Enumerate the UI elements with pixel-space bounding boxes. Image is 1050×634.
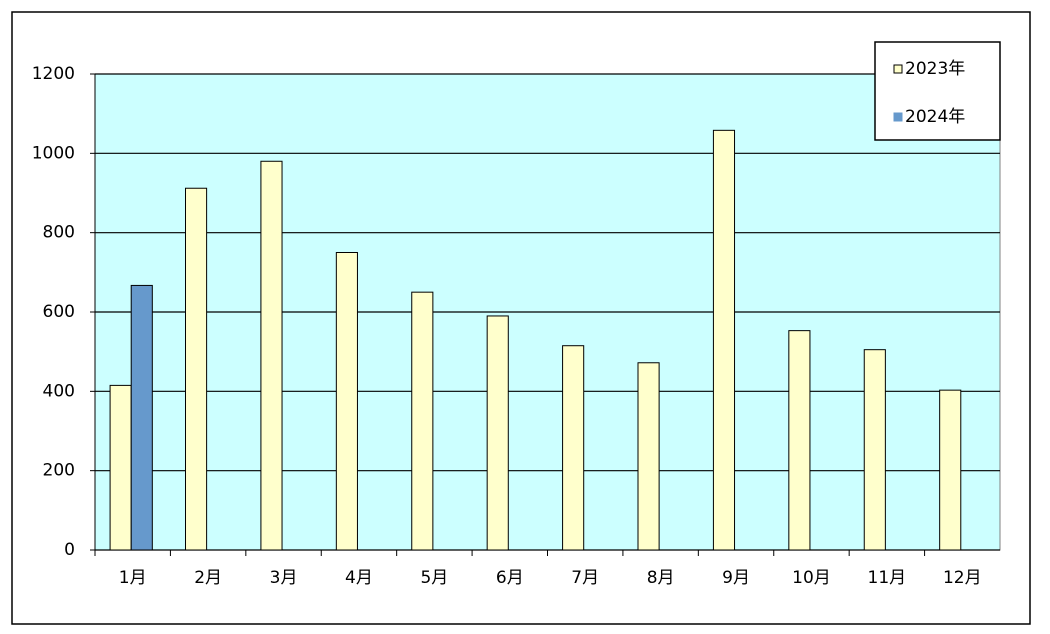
bar bbox=[335, 252, 358, 551]
legend-swatch bbox=[893, 112, 903, 122]
x-tick-label: 1月 bbox=[119, 568, 147, 588]
x-tick-label: 11月 bbox=[868, 568, 907, 588]
bar bbox=[637, 362, 660, 551]
x-tick-label: 12月 bbox=[943, 568, 982, 588]
x-tick-label: 3月 bbox=[270, 568, 298, 588]
legend-label: 2024年 bbox=[905, 107, 965, 127]
x-tick-label: 7月 bbox=[571, 568, 599, 588]
bar bbox=[788, 330, 811, 551]
bar bbox=[712, 129, 736, 551]
y-tick-label: 400 bbox=[43, 381, 75, 401]
bar bbox=[863, 349, 886, 551]
legend-label: 2023年 bbox=[905, 59, 965, 79]
x-tick-label: 9月 bbox=[722, 568, 750, 588]
x-tick-label: 2月 bbox=[194, 568, 222, 588]
y-tick-label: 600 bbox=[43, 302, 75, 322]
bar bbox=[260, 160, 283, 551]
y-tick-label: 200 bbox=[43, 461, 75, 481]
y-tick-label: 0 bbox=[64, 540, 75, 560]
bar bbox=[130, 284, 153, 551]
bar bbox=[109, 384, 132, 551]
bar bbox=[939, 389, 962, 551]
legend-swatch bbox=[893, 64, 903, 74]
bar bbox=[486, 315, 509, 551]
bar bbox=[185, 187, 208, 551]
y-tick-label: 800 bbox=[43, 223, 75, 243]
y-tick-label: 1000 bbox=[32, 143, 75, 163]
x-tick-label: 8月 bbox=[647, 568, 675, 588]
x-tick-label: 4月 bbox=[345, 568, 373, 588]
x-tick-label: 5月 bbox=[420, 568, 448, 588]
legend-box bbox=[874, 41, 1001, 141]
bar bbox=[411, 291, 434, 551]
x-tick-label: 10月 bbox=[792, 568, 831, 588]
y-tick-label: 1200 bbox=[32, 64, 75, 84]
x-tick-label: 6月 bbox=[496, 568, 524, 588]
bar bbox=[562, 345, 585, 551]
